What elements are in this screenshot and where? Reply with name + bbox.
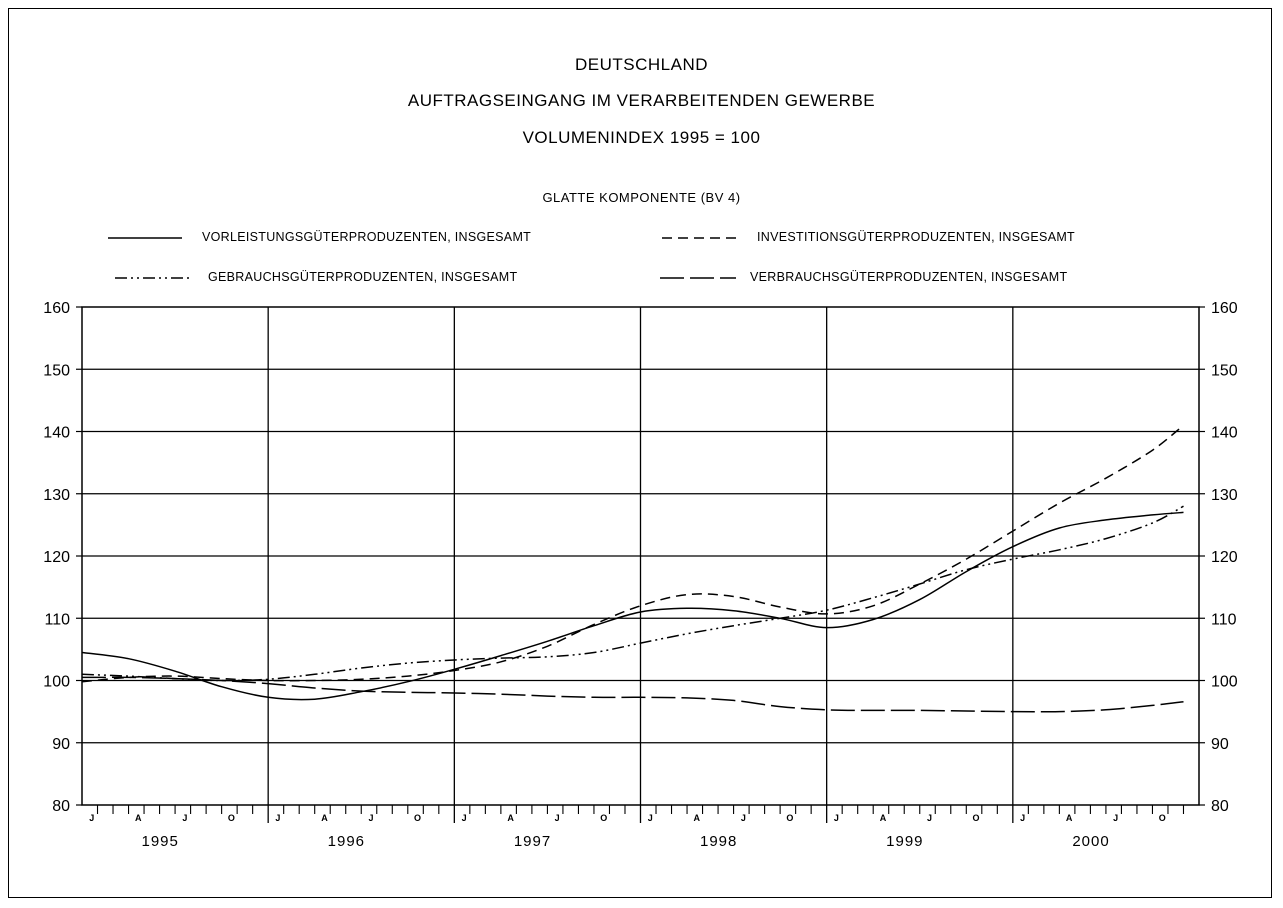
- y-tick-label-left: 100: [43, 674, 70, 691]
- x-year-label: 1996: [328, 833, 365, 850]
- x-year-label: 1997: [514, 833, 551, 850]
- x-quarter-label: A: [880, 813, 887, 823]
- y-tick-label-right: 160: [1211, 300, 1238, 317]
- x-quarter-label: J: [834, 813, 839, 823]
- y-tick-label-right: 90: [1211, 736, 1229, 753]
- y-tick-label-left: 160: [43, 300, 70, 317]
- x-quarter-label: A: [321, 813, 328, 823]
- chart-subtitle-2: VOLUMENINDEX 1995 = 100: [522, 128, 761, 147]
- y-tick-label-left: 110: [44, 611, 70, 628]
- x-year-label: 1998: [700, 833, 737, 850]
- y-tick-label-right: 140: [1211, 425, 1238, 442]
- x-quarter-label: J: [555, 813, 560, 823]
- x-quarter-label: J: [1020, 813, 1025, 823]
- y-tick-label-left: 140: [43, 425, 70, 442]
- x-year-label: 1995: [142, 833, 179, 850]
- x-quarter-label: A: [694, 813, 701, 823]
- x-quarter-label: A: [507, 813, 514, 823]
- y-tick-label-left: 120: [43, 549, 70, 566]
- chart-subtitle-1: AUFTRAGSEINGANG IM VERARBEITENDEN GEWERB…: [407, 91, 876, 110]
- x-quarter-label: J: [1113, 813, 1118, 823]
- y-tick-label-right: 120: [1211, 549, 1238, 566]
- x-quarter-label: J: [927, 813, 932, 823]
- y-tick-label-right: 100: [1211, 674, 1238, 691]
- x-quarter-label: O: [228, 813, 235, 823]
- chart-frame: [8, 8, 1272, 898]
- x-year-label: 2000: [1072, 833, 1109, 850]
- grid: [82, 307, 1199, 823]
- y-tick-label-right: 110: [1211, 611, 1237, 628]
- y-tick-label-left: 130: [43, 487, 70, 504]
- axes: 80 80 90 90 100 100 110 110 120 120 130 130 140 140 15…: [43, 300, 1238, 850]
- x-quarter-label: J: [89, 813, 94, 823]
- x-quarter-label: A: [1066, 813, 1073, 823]
- legend-label-verbrauch: VERBRAUCHSGÜTERPRODUZENTEN, INSGESAMT: [750, 270, 1068, 284]
- series-lines: [81, 424, 1184, 713]
- x-quarter-label: J: [462, 813, 467, 823]
- x-quarter-label: J: [368, 813, 373, 823]
- y-tick-label-right: 80: [1211, 798, 1229, 815]
- x-quarter-label: J: [741, 813, 746, 823]
- legend-label-gebrauch: GEBRAUCHSGÜTERPRODUZENTEN, INSGESAMT: [208, 270, 518, 284]
- series-line-2: [81, 424, 1184, 683]
- chart-title: DEUTSCHLAND: [574, 55, 709, 74]
- x-quarter-label: A: [135, 813, 142, 823]
- x-year-label: 1999: [886, 833, 923, 850]
- series-line-3: [81, 505, 1184, 682]
- x-quarter-label: J: [648, 813, 653, 823]
- y-tick-label-right: 150: [1211, 362, 1238, 379]
- y-tick-label-left: 80: [52, 798, 70, 815]
- x-quarter-label: O: [1159, 813, 1166, 823]
- x-quarter-label: O: [414, 813, 421, 823]
- x-quarter-label: O: [600, 813, 607, 823]
- x-quarter-label: J: [182, 813, 187, 823]
- y-tick-label-right: 130: [1211, 487, 1238, 504]
- legend-label-investition: INVESTITIONSGÜTERPRODUZENTEN, INSGESAMT: [757, 230, 1075, 244]
- chart-subtitle-3: GLATTE KOMPONENTE (BV 4): [542, 190, 741, 205]
- y-tick-label-left: 90: [52, 736, 70, 753]
- series-line-4: [81, 676, 1184, 713]
- legend-label-vorleistung: VORLEISTUNGSGÜTERPRODUZENTEN, INSGESAMT: [202, 230, 532, 244]
- x-quarter-label: O: [786, 813, 793, 823]
- legend: [108, 237, 742, 279]
- x-quarter-label: O: [973, 813, 980, 823]
- x-quarter-label: J: [275, 813, 280, 823]
- series-line-1: [81, 511, 1184, 701]
- y-tick-label-left: 150: [43, 362, 70, 379]
